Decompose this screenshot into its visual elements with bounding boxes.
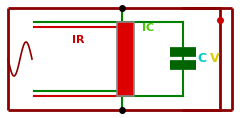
- Text: R: R: [122, 54, 130, 64]
- Bar: [117, 22, 134, 96]
- Text: IC: IC: [142, 23, 154, 33]
- Text: C: C: [198, 53, 207, 65]
- Text: V: V: [210, 53, 220, 65]
- Text: IR: IR: [72, 35, 84, 45]
